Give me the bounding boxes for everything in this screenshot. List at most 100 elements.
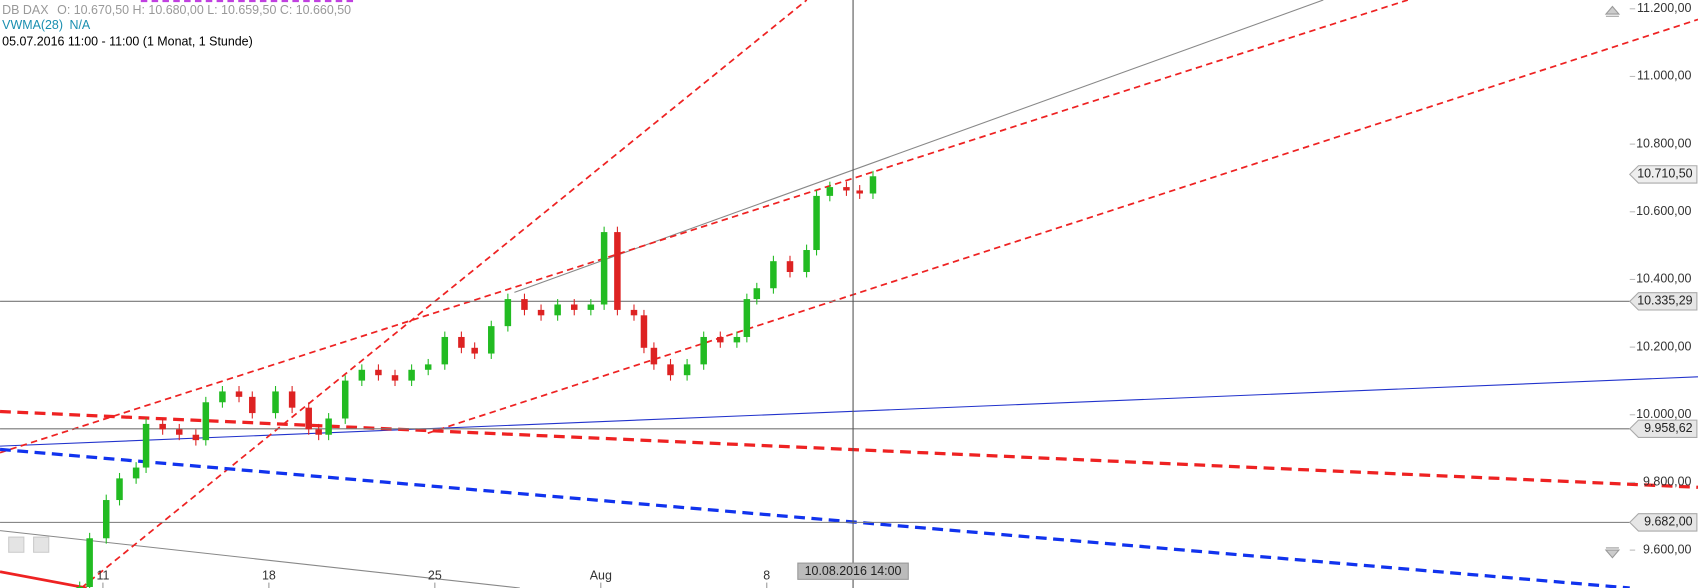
trend-line bbox=[0, 0, 1409, 454]
x-tick-label: 8 bbox=[763, 568, 770, 582]
button[interactable] bbox=[8, 536, 25, 553]
candle bbox=[441, 336, 449, 365]
trend-line bbox=[514, 0, 1324, 293]
symbol: DB DAX bbox=[2, 3, 49, 17]
x-tick-label: 11 bbox=[96, 568, 109, 582]
indicator-name: VWMA(28) bbox=[2, 18, 63, 32]
candle bbox=[700, 336, 707, 365]
candle bbox=[176, 429, 183, 435]
trend-line bbox=[0, 409, 1698, 489]
candle bbox=[116, 478, 123, 501]
candle bbox=[315, 429, 322, 435]
candle bbox=[86, 538, 93, 587]
candle bbox=[813, 195, 820, 251]
candle bbox=[142, 423, 150, 468]
trend-line bbox=[427, 18, 1698, 434]
y-tick-label: 9.600,00 bbox=[1643, 542, 1691, 556]
y-tick-label: 10.800,00 bbox=[1636, 136, 1691, 150]
scroll-up[interactable] bbox=[1604, 5, 1621, 17]
y-tick-label: 9.800,00 bbox=[1643, 475, 1691, 489]
candle bbox=[471, 347, 478, 354]
candle bbox=[521, 299, 528, 310]
scroll-down[interactable] bbox=[1604, 547, 1621, 559]
candle bbox=[249, 396, 256, 414]
ohlc: O: 10.670,50 H: 10.680,00 L: 10.659,50 C… bbox=[57, 3, 351, 17]
candle bbox=[358, 369, 366, 381]
level-label: 9.682,00 bbox=[1644, 515, 1692, 529]
candle bbox=[325, 418, 332, 435]
toolbar bbox=[8, 5, 1621, 559]
trend-line bbox=[0, 376, 1698, 447]
candle bbox=[683, 364, 691, 376]
candle bbox=[235, 391, 243, 397]
candle bbox=[488, 326, 495, 354]
candle bbox=[667, 364, 674, 376]
candle bbox=[76, 586, 83, 588]
candle bbox=[843, 187, 850, 191]
y-tick-label: 10.400,00 bbox=[1636, 272, 1691, 286]
header: DB DAX O: 10.670,50 H: 10.680,00 L: 10.65… bbox=[2, 3, 351, 17]
candle bbox=[391, 375, 399, 381]
candle bbox=[826, 187, 834, 196]
candle bbox=[375, 369, 382, 376]
crosshair-label: 10.08.2016 14:00 bbox=[805, 564, 902, 578]
x-tick-label: 25 bbox=[428, 568, 442, 582]
candle bbox=[640, 315, 648, 348]
indicator-value: N/A bbox=[70, 18, 91, 32]
level-box bbox=[1628, 292, 1698, 311]
last-price-box bbox=[1628, 165, 1698, 184]
candle bbox=[717, 336, 724, 343]
y-tick-label: 11.000,00 bbox=[1637, 69, 1691, 83]
candle bbox=[869, 176, 877, 194]
y-tick-label: 10.000,00 bbox=[1636, 407, 1691, 421]
y-tick-label: 11.200,00 bbox=[1637, 1, 1691, 15]
candle bbox=[341, 380, 349, 419]
candle bbox=[192, 434, 200, 441]
candle bbox=[753, 288, 761, 300]
candle bbox=[650, 347, 658, 365]
x-tick-label: Aug bbox=[590, 568, 612, 582]
trend-line bbox=[80, 0, 808, 588]
candle bbox=[537, 309, 545, 316]
level-label: 9.958,62 bbox=[1644, 421, 1692, 435]
candle bbox=[630, 309, 638, 316]
level-box bbox=[1628, 419, 1698, 438]
candle bbox=[458, 336, 465, 348]
candle bbox=[770, 261, 777, 289]
candle bbox=[554, 304, 561, 316]
candle bbox=[600, 232, 608, 305]
level-label: 10.335,29 bbox=[1637, 294, 1692, 308]
candle bbox=[786, 261, 794, 273]
indicator: VWMA(28) N/A bbox=[2, 18, 91, 32]
candle bbox=[272, 391, 279, 414]
candle bbox=[408, 369, 415, 381]
candle bbox=[587, 304, 595, 310]
candle bbox=[803, 250, 810, 273]
button[interactable] bbox=[33, 536, 50, 553]
candle bbox=[219, 391, 226, 403]
candle bbox=[743, 299, 751, 337]
period: 05.07.2016 11:00 - 11:00 (1 Monat, 1 Stu… bbox=[2, 35, 253, 49]
crosshair-box bbox=[797, 562, 909, 580]
trend-line bbox=[0, 447, 1630, 588]
candle bbox=[132, 467, 140, 479]
candle bbox=[159, 423, 166, 430]
x-tick-label: 18 bbox=[262, 568, 276, 582]
candle bbox=[504, 299, 512, 327]
y-tick-label: 10.200,00 bbox=[1636, 339, 1691, 353]
candle bbox=[733, 336, 741, 343]
candle bbox=[102, 500, 110, 539]
trend-line bbox=[0, 570, 87, 588]
candle bbox=[570, 304, 578, 310]
candle bbox=[202, 402, 210, 441]
candle bbox=[424, 364, 432, 370]
last-price-label: 10.710,50 bbox=[1637, 167, 1692, 181]
candle bbox=[614, 232, 621, 310]
level-box bbox=[1628, 513, 1698, 532]
y-tick-label: 10.600,00 bbox=[1636, 204, 1691, 218]
candle bbox=[288, 391, 296, 408]
candle bbox=[305, 407, 312, 430]
